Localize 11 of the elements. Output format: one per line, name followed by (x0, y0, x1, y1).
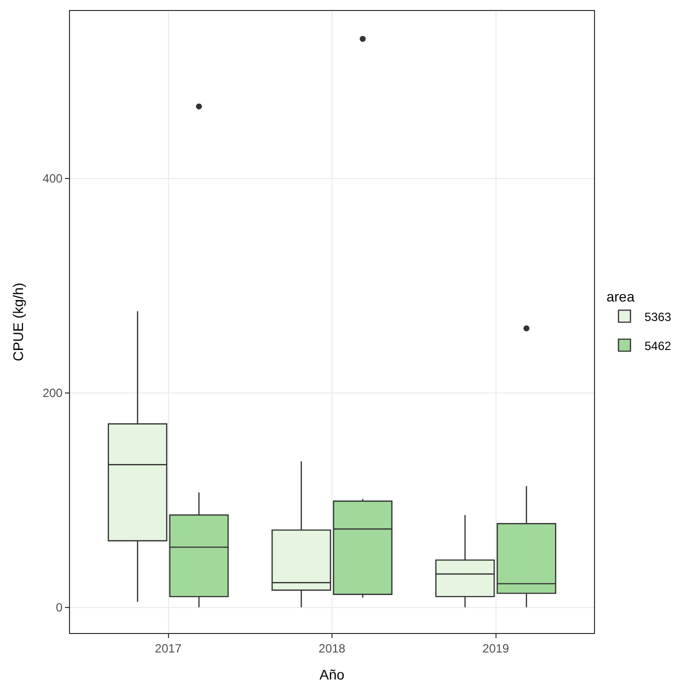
y-tick-label: 0 (56, 600, 63, 614)
y-tick-label: 200 (42, 386, 63, 400)
x-tick-label: 2019 (482, 641, 510, 656)
x-tick-label: 2017 (154, 641, 182, 656)
x-tick-label: 2018 (318, 641, 346, 656)
y-tick-label: 400 (42, 172, 63, 186)
legend-label: 5363 (644, 310, 672, 324)
x-axis-title: Año (320, 666, 345, 683)
legend-title: area (606, 288, 635, 305)
legend-label: 5462 (644, 338, 672, 353)
y-axis-title: CPUE (kg/h) (10, 282, 26, 362)
